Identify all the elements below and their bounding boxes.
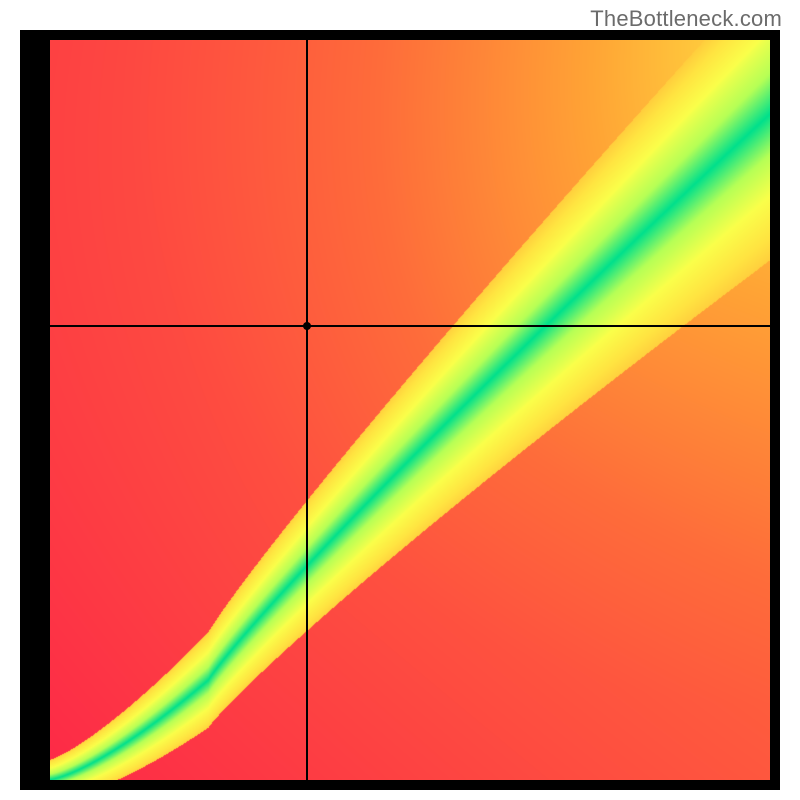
chart-frame (20, 30, 780, 790)
watermark-text: TheBottleneck.com (590, 6, 782, 32)
heatmap-plot (50, 40, 770, 780)
crosshair-horizontal (50, 325, 770, 327)
heatmap-canvas (50, 40, 770, 780)
crosshair-vertical (306, 40, 308, 780)
crosshair-marker (303, 322, 311, 330)
